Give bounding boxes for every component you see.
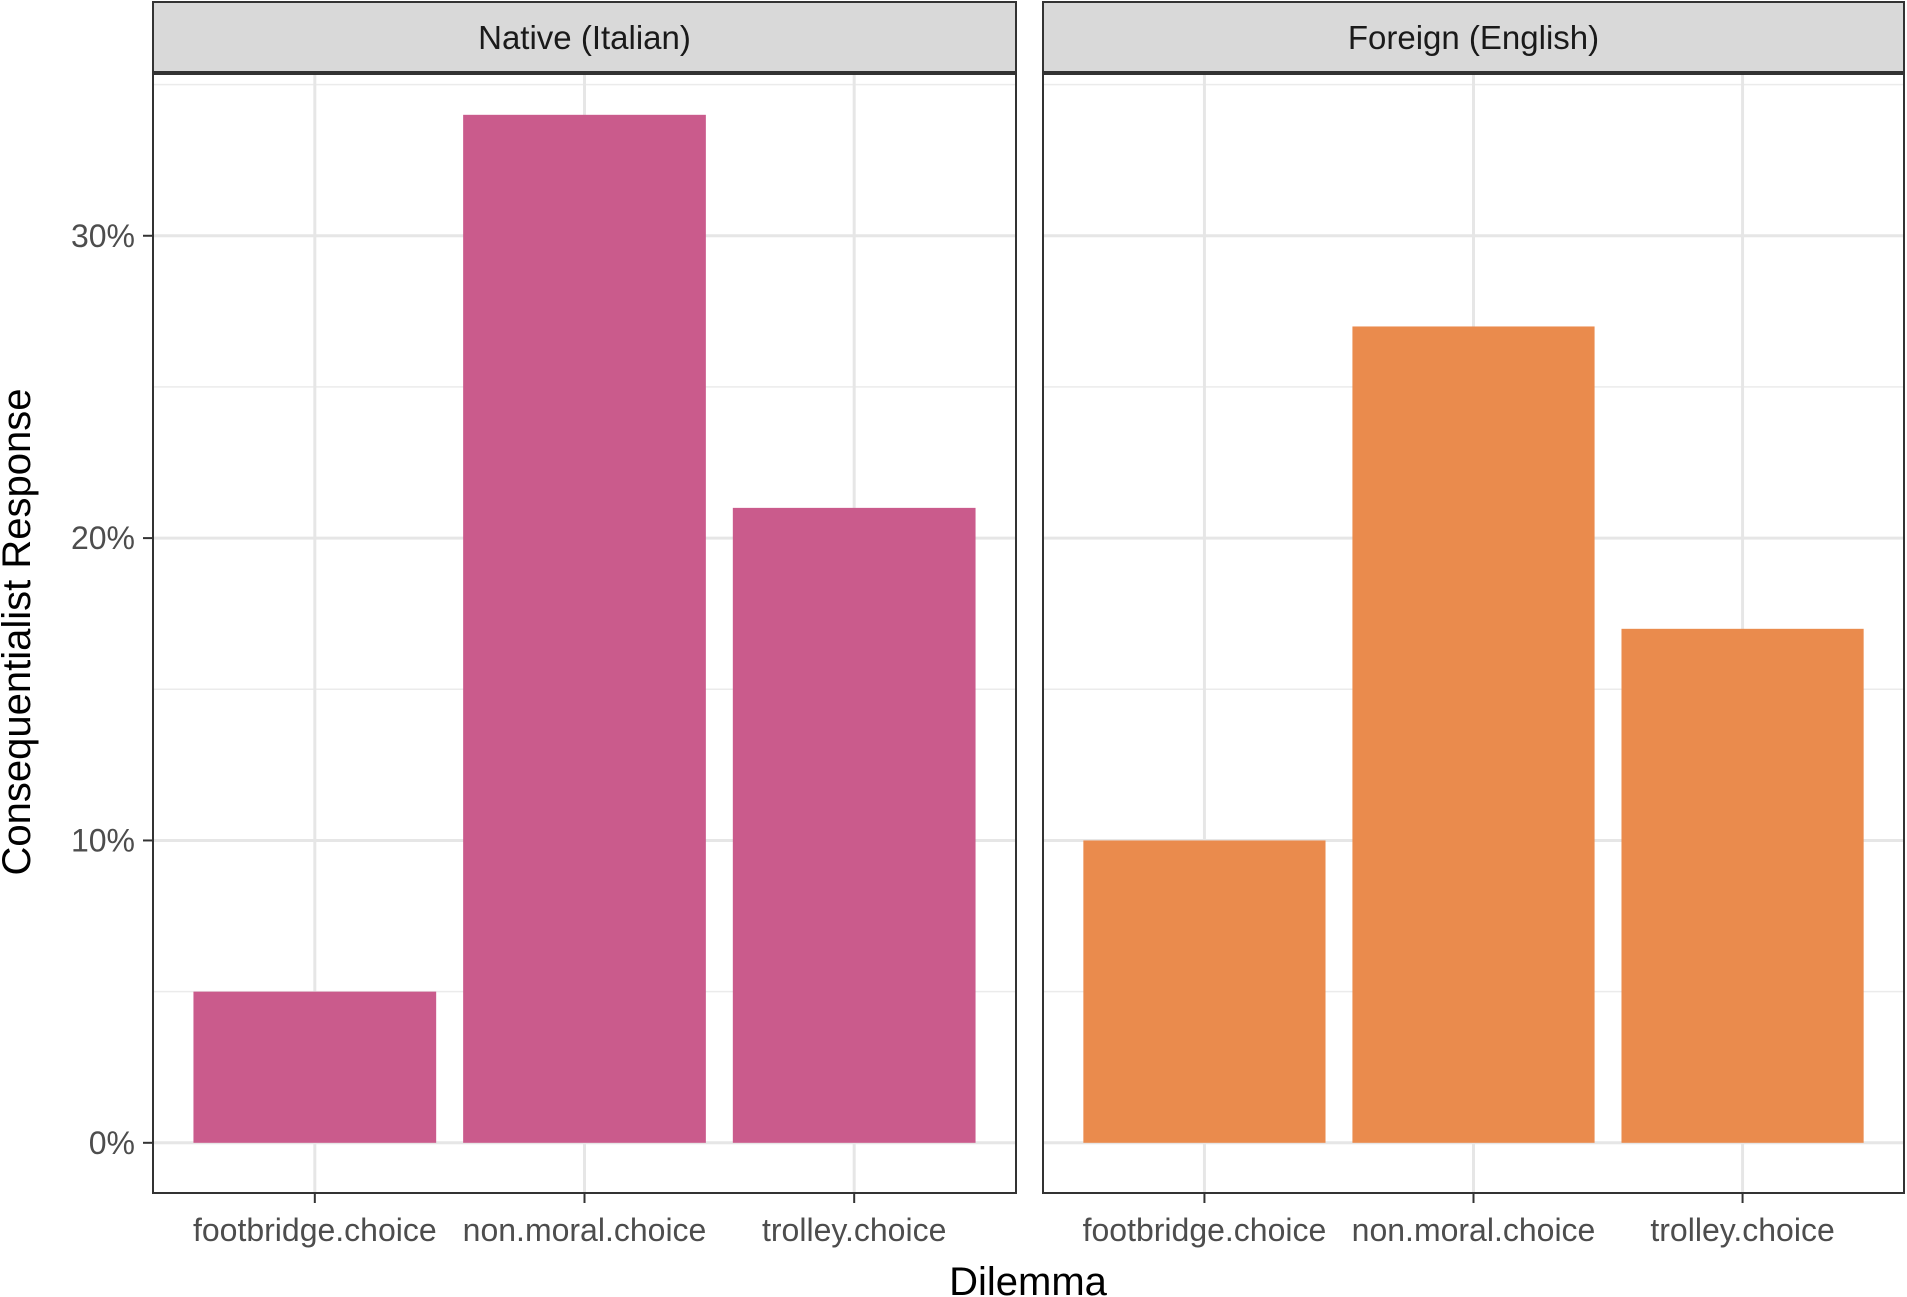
x-axis-title: Dilemma (949, 1260, 1108, 1297)
bar-footbridge-choice (1083, 840, 1326, 1143)
facet-strip-label: Native (Italian) (478, 19, 691, 56)
facet-panel: Native (Italian) footbridge.choice non.mor… (152, 1, 1017, 1248)
y-tick-label: 10% (71, 822, 135, 858)
facet-strip-label: Foreign (English) (1348, 19, 1599, 56)
facet-panel: Foreign (English) footbridge.choice non.mo… (1042, 1, 1905, 1248)
y-axis: 0% 10% 20% 30% (71, 218, 153, 1161)
x-tick-label: footbridge.choice (1083, 1212, 1327, 1248)
bar-trolley-choice (732, 507, 976, 1143)
y-tick-label: 20% (71, 520, 135, 556)
y-axis-title: Consequentialist Response (0, 389, 39, 876)
y-tick-label: 30% (71, 218, 135, 254)
facet-panels: Native (Italian) footbridge.choice non.mor… (152, 1, 1905, 1248)
x-tick-label: non.moral.choice (463, 1212, 707, 1248)
y-tick-label: 0% (89, 1125, 135, 1161)
facet-strip (152, 1, 1017, 73)
x-tick-label: trolley.choice (762, 1212, 946, 1248)
x-tick-label: footbridge.choice (193, 1212, 437, 1248)
bar-trolley-choice (1621, 628, 1864, 1143)
bar-non-moral-choice (1352, 326, 1595, 1143)
bar-footbridge-choice (193, 991, 437, 1143)
x-tick-label: non.moral.choice (1352, 1212, 1596, 1248)
bar-non-moral-choice (463, 114, 706, 1143)
facet-strip (1042, 1, 1905, 73)
x-tick-label: trolley.choice (1650, 1212, 1834, 1248)
